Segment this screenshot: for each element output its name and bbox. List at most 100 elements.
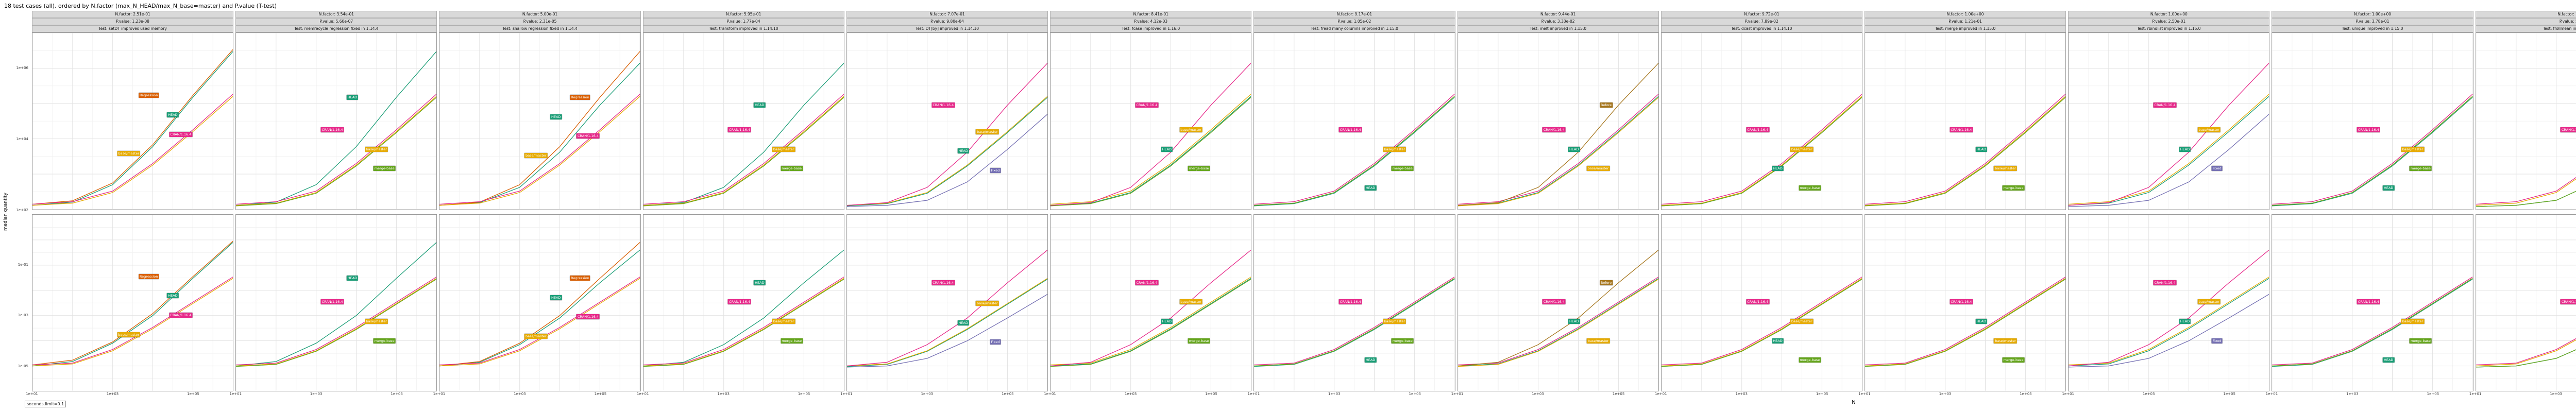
series-line-base <box>643 278 844 366</box>
series-label-HEAD: HEAD <box>1772 338 1784 344</box>
facet-strip-test: Test: dcast improved in 1.14.10 <box>1660 25 1862 32</box>
series-label-HEAD: HEAD <box>167 293 179 299</box>
series-line-CRAN <box>1254 94 1454 204</box>
series-label-HEAD: HEAD <box>1975 318 1987 324</box>
series-label-base: base/master <box>524 333 548 339</box>
x-axis-ticks: 1e+01 1e+03 1e+05 <box>1858 391 2066 399</box>
series-line-HEAD <box>439 63 640 205</box>
series-label-base: base/master <box>117 332 141 337</box>
series-line-HEAD <box>2272 97 2472 206</box>
series-line-base <box>643 96 844 205</box>
x-tick-label: 1e+03 <box>1328 392 1341 396</box>
series-label-merge-base: merge-base <box>781 166 803 171</box>
panel-canvas <box>1254 215 1454 391</box>
facet-strip-pvalue: P.value: 3.78e-01 <box>2272 18 2473 25</box>
x-tick-label: 1e+05 <box>2020 392 2032 396</box>
series-label-CRAN: CRAN/1.16.4 <box>931 102 955 108</box>
figure-title: 18 test cases (all), ordered by N.factor… <box>4 3 277 9</box>
series-line-HEAD <box>236 242 436 366</box>
panel-canvas <box>2476 215 2576 391</box>
series-label-base: base/master <box>524 152 548 158</box>
series-label-Regression: Regression <box>570 94 590 100</box>
series-label-merge-base: merge-base <box>1391 338 1414 344</box>
panel-canvas <box>2069 215 2269 391</box>
x-tick-label: 1e+01 <box>840 392 853 396</box>
series-line-CRAN <box>1050 250 1251 366</box>
facet-strip-test: Test: fcase improved in 1.16.0 <box>1050 25 1252 32</box>
x-tick-label: 1e+05 <box>1409 392 1421 396</box>
facet-strip-test: Test: shallow regression fixed in 1.14.4 <box>439 25 641 32</box>
series-label-merge-base: merge-base <box>1799 357 1821 363</box>
panel-canvas <box>439 33 640 210</box>
series-line-HEAD <box>2272 279 2472 366</box>
series-line-base <box>847 96 1047 205</box>
panel-canvas <box>236 33 436 210</box>
series-line-merge-base <box>1865 279 2065 366</box>
facet-panel-seconds: CRAN/1.16.4 HEAD base/master merge-base <box>1865 214 2066 391</box>
facet-strip-pvalue: P.value: 3.33e-02 <box>1457 18 1659 25</box>
x-tick-label: 1e+01 <box>636 392 649 396</box>
facet-strip-pvalue: P.value: 9.80e-04 <box>846 18 1048 25</box>
series-label-base: base/master <box>1790 146 1814 152</box>
series-label-base: base/master <box>2197 299 2221 305</box>
series-line-base <box>32 278 233 366</box>
facet-panel-kilobytes: Before CRAN/1.16.4 HEAD base/master <box>1457 32 1659 210</box>
series-line-Fixed <box>2069 114 2269 207</box>
series-label-base: base/master <box>976 300 999 306</box>
x-tick-label: 1e+05 <box>1816 392 1828 396</box>
x-tick-label: 1e+01 <box>1044 392 1056 396</box>
series-line-merge-base <box>643 279 844 366</box>
series-line-CRAN <box>1865 277 2065 365</box>
series-line-CRAN <box>439 94 640 204</box>
facet-strip-nfactor: N.factor: 1.00e+00 <box>2475 11 2576 18</box>
panel-canvas <box>1050 215 1251 391</box>
series-label-CRAN: CRAN/1.16.4 <box>931 280 955 285</box>
facet-strip-nfactor: N.factor: 3.54e-01 <box>235 11 437 18</box>
series-label-merge-base: merge-base <box>373 166 396 171</box>
series-line-base <box>1050 94 1251 204</box>
series-label-CRAN: CRAN/1.16.4 <box>320 127 344 132</box>
series-label-HEAD: HEAD <box>1364 357 1377 363</box>
series-line-base <box>1865 96 2065 205</box>
x-tick-label: 1e+05 <box>798 392 810 396</box>
x-tick-label: 1e+03 <box>2346 392 2359 396</box>
series-label-Before: Before <box>1599 280 1613 285</box>
series-label-CRAN: CRAN/1.16.4 <box>1542 127 1566 132</box>
panel-canvas <box>32 215 233 391</box>
x-axis-ticks: 1e+01 1e+03 1e+05 <box>433 391 640 399</box>
series-line-CRAN <box>2476 94 2576 204</box>
series-label-base: base/master <box>2197 127 2221 132</box>
series-line-HEAD <box>643 250 844 366</box>
x-tick-label: 1e+03 <box>106 392 119 396</box>
series-label-HEAD: HEAD <box>1772 166 1784 171</box>
facet-panel-kilobytes: HEAD CRAN/1.16.4 base/master merge-base <box>642 32 844 210</box>
facet-panel-kilobytes: CRAN/1.16.4 base/master merge-base HEAD <box>2272 32 2473 210</box>
x-tick-label: 1e+05 <box>391 392 403 396</box>
x-tick-label: 1e+05 <box>594 392 607 396</box>
series-label-base: base/master <box>1179 127 1202 132</box>
series-line-HEAD <box>643 63 844 205</box>
facet-panel-seconds: HEAD CRAN/1.16.4 base/master merge-base <box>642 214 844 391</box>
series-line-Regression <box>439 242 640 366</box>
y-tick-label: 1e+04 <box>16 136 28 141</box>
series-line-CRAN <box>1458 94 1658 204</box>
x-tick-label: 1e+03 <box>1124 392 1137 396</box>
series-label-HEAD: HEAD <box>1161 146 1173 152</box>
series-label-CRAN: CRAN/1.16.4 <box>727 127 751 132</box>
series-label-CRAN: CRAN/1.16.4 <box>1746 127 1770 132</box>
series-line-merge-base <box>1662 97 1862 206</box>
series-line-base <box>439 96 640 205</box>
y-tick-label: 1e-01 <box>18 262 28 267</box>
x-tick-label: 1e+03 <box>2142 392 2155 396</box>
series-line-CRAN <box>1662 94 1862 204</box>
figure-caption: seconds.limit=0.1 <box>25 401 66 407</box>
x-axis-ticks: 1e+01 1e+03 1e+05 <box>26 391 233 399</box>
panel-canvas <box>439 215 640 391</box>
series-line-CRAN <box>2476 277 2576 365</box>
series-label-HEAD: HEAD <box>167 112 179 117</box>
facet-panel-seconds: CRAN/1.16.4 base/master merge-base HEAD <box>1253 214 1455 391</box>
series-label-HEAD: HEAD <box>550 114 562 119</box>
series-label-base: base/master <box>365 146 388 152</box>
